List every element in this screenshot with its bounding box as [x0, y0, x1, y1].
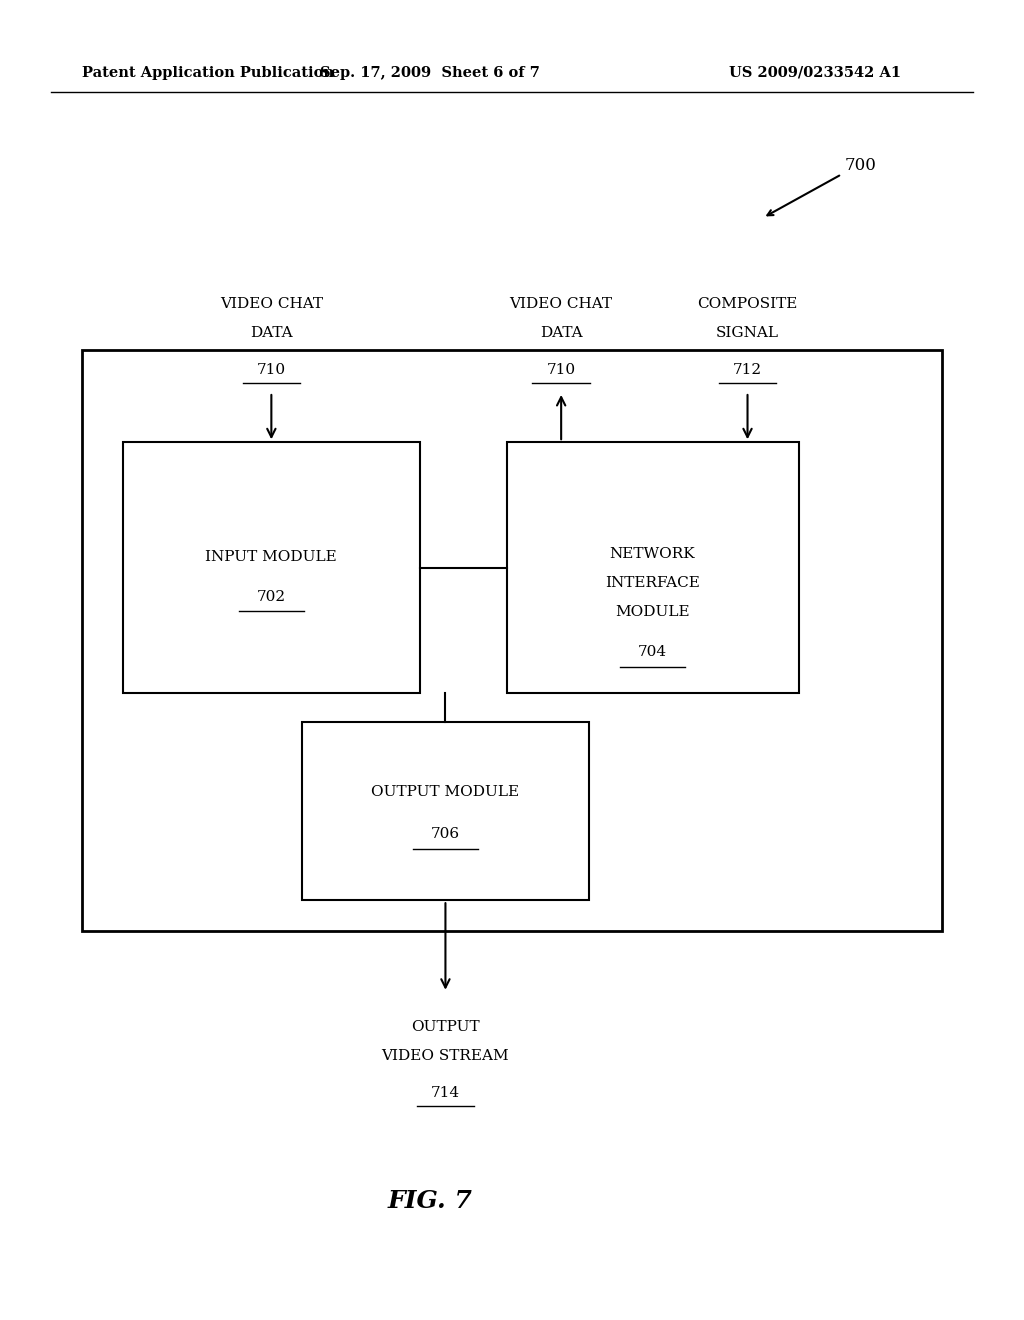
Text: INPUT MODULE: INPUT MODULE — [206, 550, 337, 564]
Text: US 2009/0233542 A1: US 2009/0233542 A1 — [729, 66, 901, 79]
Text: FIG. 7: FIG. 7 — [388, 1189, 472, 1213]
Text: INTERFACE: INTERFACE — [605, 577, 699, 590]
Text: 714: 714 — [431, 1086, 460, 1100]
Bar — [507, 442, 799, 693]
Text: SIGNAL: SIGNAL — [716, 326, 779, 339]
Text: 710: 710 — [257, 363, 286, 376]
Text: 710: 710 — [547, 363, 575, 376]
Text: NETWORK: NETWORK — [609, 548, 695, 561]
Text: MODULE: MODULE — [615, 606, 689, 619]
Text: 712: 712 — [733, 363, 762, 376]
Text: VIDEO CHAT: VIDEO CHAT — [510, 297, 612, 310]
Text: 702: 702 — [257, 590, 286, 603]
Text: 704: 704 — [638, 645, 667, 659]
Text: VIDEO STREAM: VIDEO STREAM — [382, 1049, 509, 1063]
Bar — [82, 350, 942, 931]
Text: 706: 706 — [431, 828, 460, 841]
Text: Patent Application Publication: Patent Application Publication — [82, 66, 334, 79]
Text: DATA: DATA — [250, 326, 293, 339]
Text: 700: 700 — [845, 157, 877, 173]
Text: Sep. 17, 2009  Sheet 6 of 7: Sep. 17, 2009 Sheet 6 of 7 — [321, 66, 540, 79]
Text: DATA: DATA — [540, 326, 583, 339]
Text: COMPOSITE: COMPOSITE — [697, 297, 798, 310]
Text: OUTPUT: OUTPUT — [411, 1020, 480, 1034]
Text: OUTPUT MODULE: OUTPUT MODULE — [372, 785, 519, 799]
Bar — [123, 442, 420, 693]
Text: VIDEO CHAT: VIDEO CHAT — [220, 297, 323, 310]
Bar — [302, 722, 589, 900]
